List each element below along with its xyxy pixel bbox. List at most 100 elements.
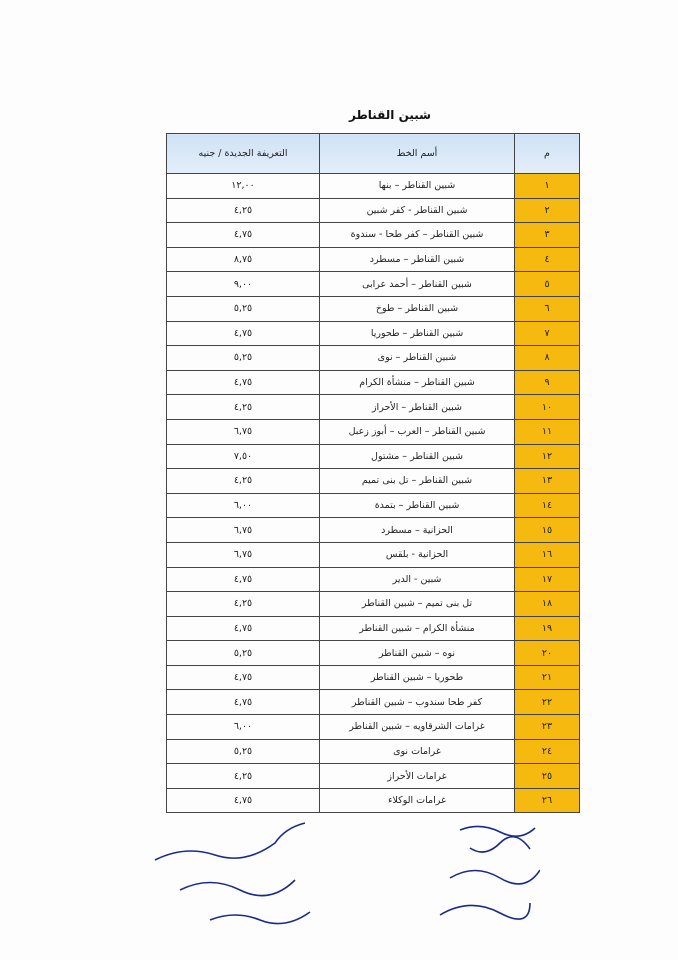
row-number: ٤ (514, 246, 580, 273)
row-number: ١٦ (514, 541, 580, 568)
line-name: شبين القناطر – كفر طحا - سندوة (319, 222, 515, 248)
header-number: م (514, 133, 580, 174)
table-row: ١٨ تل بنى تميم – شبين القناطر ٤,٢٥ (166, 591, 580, 617)
row-number: ٦ (514, 295, 580, 322)
line-name: شبين - الدير (319, 566, 515, 593)
fare-value: ٤,٢٥ (166, 468, 320, 494)
row-number: ٥ (514, 271, 580, 297)
row-number: ٩ (514, 369, 580, 396)
table-row: ٨ شبين القناطر – نوى ٥,٢٥ (166, 345, 580, 371)
line-name: طحوريا – شبين القناطر (319, 664, 515, 691)
page-title: شبين القناطر (348, 108, 431, 122)
fare-value: ٤,٧٥ (166, 615, 320, 642)
line-name: الحزانية - بلقس (319, 541, 515, 568)
line-name: شبين القناطر – بنها (319, 173, 515, 199)
row-number: ٧ (514, 320, 580, 347)
table-row: ٧ شبين القناطر – طحوريا ٤,٧٥ (166, 320, 580, 347)
header-line-name: أسم الخط (319, 133, 515, 174)
line-name: غرامات الوكلاء (319, 787, 515, 814)
row-number: ١٩ (514, 615, 580, 642)
row-number: ٢٣ (514, 714, 580, 740)
line-name: شبين القناطر – بتمدة (319, 492, 515, 519)
fare-value: ٤,٧٥ (166, 222, 320, 248)
table-row: ١ شبين القناطر – بنها ١٢,٠٠ (166, 173, 580, 199)
fare-value: ٥,٢٥ (166, 295, 320, 322)
table-header-row: م أسم الخط التعريفة الجديدة / جنيه (166, 133, 580, 174)
fare-value: ٥,٢٥ (166, 738, 320, 765)
fare-value: ٤,٧٥ (166, 664, 320, 691)
fare-value: ٦,٠٠ (166, 714, 320, 740)
table-row: ٥ شبين القناطر – أحمد عرابى ٩,٠٠ (166, 271, 580, 297)
row-number: ١٢ (514, 443, 580, 470)
row-number: ٢١ (514, 664, 580, 691)
fare-table: م أسم الخط التعريفة الجديدة / جنيه ١ شبين… (166, 133, 580, 814)
fare-value: ٤,٢٥ (166, 197, 320, 224)
table-row: ٩ شبين القناطر – منشأة الكرام ٤,٧٥ (166, 369, 580, 396)
row-number: ٢٥ (514, 763, 580, 789)
line-name: غرامات الشرقاويه – شبين القناطر (319, 714, 515, 740)
fare-value: ٦,٧٥ (166, 517, 320, 543)
table-row: ١٩ منشأة الكرام – شبين القناطر ٤,٧٥ (166, 615, 580, 642)
line-name: شبين القناطر – طوخ (319, 295, 515, 322)
table-row: ٢١ طحوريا – شبين القناطر ٤,٧٥ (166, 664, 580, 691)
table-row: ٢٣ غرامات الشرقاويه – شبين القناطر ٦,٠٠ (166, 714, 580, 740)
line-name: شبين القناطر – تل بنى تميم (319, 468, 515, 494)
line-name: تل بنى تميم – شبين القناطر (319, 591, 515, 617)
fare-value: ٨,٧٥ (166, 246, 320, 273)
line-name: غرامات نوى (319, 738, 515, 765)
table-row: ٢٥ غرامات الأحراز ٤,٢٥ (166, 763, 580, 789)
row-number: ٣ (514, 222, 580, 248)
fare-value: ٥,٢٥ (166, 345, 320, 371)
row-number: ١٧ (514, 566, 580, 593)
fare-value: ٤,٧٥ (166, 566, 320, 593)
row-number: ٨ (514, 345, 580, 371)
row-number: ٢٤ (514, 738, 580, 765)
fare-value: ٥,٢٥ (166, 640, 320, 666)
fare-value: ٦,٧٥ (166, 418, 320, 445)
row-number: ١٤ (514, 492, 580, 519)
line-name: غرامات الأحراز (319, 763, 515, 789)
line-name: الحزانية – مسطرد (319, 517, 515, 543)
line-name: شبين القناطر - كفر شبين (319, 197, 515, 224)
signature-right (439, 825, 540, 920)
fare-value: ١٢,٠٠ (166, 173, 320, 199)
table-row: ٢٠ نوه – شبين القناطر ٥,٢٥ (166, 640, 580, 666)
fare-value: ٤,٧٥ (166, 369, 320, 396)
fare-value: ٤,٧٥ (166, 689, 320, 716)
row-number: ١٨ (514, 591, 580, 617)
table-row: ٢ شبين القناطر - كفر شبين ٤,٢٥ (166, 197, 580, 224)
fare-value: ٤,٢٥ (166, 591, 320, 617)
table-row: ٤ شبين القناطر – مسطرد ٨,٧٥ (166, 246, 580, 273)
table-row: ١٧ شبين - الدير ٤,٧٥ (166, 566, 580, 593)
table-row: ٣ شبين القناطر – كفر طحا - سندوة ٤,٧٥ (166, 222, 580, 248)
line-name: منشأة الكرام – شبين القناطر (319, 615, 515, 642)
table-row: ١٢ شبين القناطر – مشتول ٧,٥٠ (166, 443, 580, 470)
table-row: ١٥ الحزانية – مسطرد ٦,٧٥ (166, 517, 580, 543)
table-row: ١٣ شبين القناطر – تل بنى تميم ٤,٢٥ (166, 468, 580, 494)
fare-value: ٤,٢٥ (166, 394, 320, 420)
fare-value: ٤,٢٥ (166, 763, 320, 789)
table-row: ٦ شبين القناطر – طوخ ٥,٢٥ (166, 295, 580, 322)
row-number: ١٠ (514, 394, 580, 420)
table-row: ٢٤ غرامات نوى ٥,٢٥ (166, 738, 580, 765)
table-row: ١١ شبين القناطر – العرب – أبوز زعبل ٦,٧٥ (166, 418, 580, 445)
table-row: ١٦ الحزانية - بلقس ٦,٧٥ (166, 541, 580, 568)
line-name: شبين القناطر – الأحراز (319, 394, 515, 420)
line-name: شبين القناطر – مشتول (319, 443, 515, 470)
row-number: ٢٦ (514, 787, 580, 814)
row-number: ٢٠ (514, 640, 580, 666)
row-number: ١ (514, 173, 580, 199)
line-name: شبين القناطر – مسطرد (319, 246, 515, 273)
line-name: شبين القناطر – العرب – أبوز زعبل (319, 418, 515, 445)
table-row: ٢٢ كفر طحا سندوب – شبين القناطر ٤,٧٥ (166, 689, 580, 716)
row-number: ١١ (514, 418, 580, 445)
table-row: ١٤ شبين القناطر – بتمدة ٦,٠٠ (166, 492, 580, 519)
fare-value: ٧,٥٠ (166, 443, 320, 470)
table-row: ٢٦ غرامات الوكلاء ٤,٧٥ (166, 787, 580, 814)
fare-value: ٦,٠٠ (166, 492, 320, 519)
handwritten-signatures (154, 822, 540, 925)
line-name: شبين القناطر – أحمد عرابى (319, 271, 515, 297)
line-name: شبين القناطر – نوى (319, 345, 515, 371)
fare-value: ٤,٧٥ (166, 787, 320, 814)
